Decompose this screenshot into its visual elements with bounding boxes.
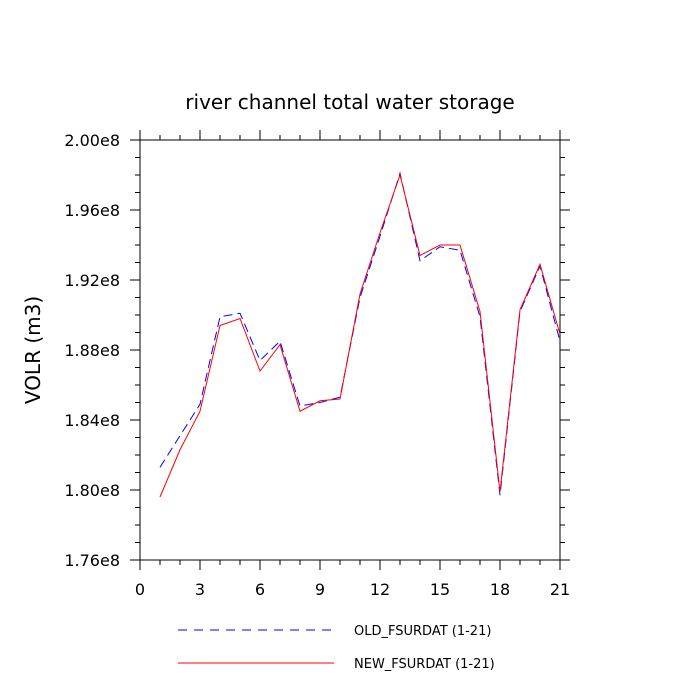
y-tick-label: 1.76e8 <box>64 551 120 570</box>
plot-frame <box>139 139 561 561</box>
y-axis-label: VOLR (m3) <box>21 296 45 404</box>
x-tick-label: 0 <box>135 580 145 599</box>
x-axis-ticks: 0 3 6 9 12 15 18 21 <box>135 130 570 599</box>
series-lines <box>159 171 561 498</box>
x-tick-label: 12 <box>370 580 390 599</box>
x-tick-label: 18 <box>490 580 510 599</box>
x-tick-label: 9 <box>315 580 325 599</box>
x-tick-label: 3 <box>195 580 205 599</box>
y-tick-label: 1.80e8 <box>64 481 120 500</box>
legend-label: OLD_FSURDAT (1-21) <box>354 624 491 639</box>
y-tick-label: 1.96e8 <box>64 201 120 220</box>
series-line-new-fsurdat <box>159 173 561 498</box>
series-line-old-fsurdat <box>159 171 561 496</box>
x-tick-label: 21 <box>550 580 570 599</box>
x-tick-label: 15 <box>430 580 450 599</box>
plot-border <box>139 139 561 561</box>
legend-label: NEW_FSURDAT (1-21) <box>354 657 495 672</box>
x-tick-label: 6 <box>255 580 265 599</box>
chart-title: river channel total water storage <box>185 90 514 114</box>
y-tick-label: 2.00e8 <box>64 131 120 150</box>
legend: OLD_FSURDAT (1-21) NEW_FSURDAT (1-21) <box>178 624 495 672</box>
y-tick-label: 1.88e8 <box>64 341 120 360</box>
y-tick-label: 1.92e8 <box>64 271 120 290</box>
y-axis-ticks: 1.76e8 1.80e8 1.84e8 1.88e8 1.92e8 1.96e8 2.00… <box>64 131 570 570</box>
y-tick-label: 1.84e8 <box>64 411 120 430</box>
